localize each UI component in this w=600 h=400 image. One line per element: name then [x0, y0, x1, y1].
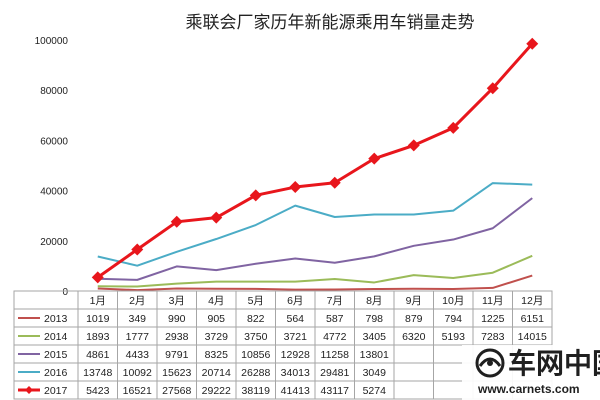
data-point-2017 — [210, 211, 223, 224]
table-cell: 43117 — [321, 385, 350, 397]
series-line-2014 — [97, 254, 533, 288]
data-point-2017 — [368, 152, 381, 165]
table-cell: 29481 — [320, 367, 349, 379]
x-tick-label: 10月 — [442, 295, 464, 307]
y-tick-label: 80000 — [40, 86, 68, 97]
y-tick-label: 20000 — [40, 237, 68, 248]
table-cell: 12928 — [281, 349, 310, 361]
legend-label-2017: 2017 — [44, 385, 68, 397]
data-point-2017 — [447, 121, 460, 134]
table-cell: 27568 — [162, 385, 191, 397]
table-cell: 6151 — [521, 313, 545, 325]
table-cell: 9791 — [165, 349, 189, 361]
table-cell: 3729 — [205, 331, 229, 343]
table-cell: 5423 — [86, 385, 110, 397]
legend-label-2016: 2016 — [44, 367, 68, 379]
table-cell: 990 — [168, 313, 186, 325]
table-cell: 1019 — [86, 313, 110, 325]
table-cell: 16521 — [123, 385, 152, 397]
table-cell: 13748 — [83, 367, 112, 379]
y-tick-label: 100000 — [35, 36, 69, 47]
x-tick-label: 7月 — [327, 295, 343, 307]
x-tick-label: 9月 — [406, 295, 422, 307]
watermark: 车网中国 www.carnets.com — [462, 345, 600, 400]
series-line-2016 — [97, 182, 533, 267]
x-tick-label: 1月 — [90, 295, 106, 307]
watermark-text: 车网中国 — [508, 347, 600, 380]
table-cell: 1893 — [86, 331, 110, 343]
table-cell: 5193 — [442, 331, 466, 343]
legend-label-2013: 2013 — [44, 313, 68, 325]
table-cell: 20714 — [202, 367, 231, 379]
table-cell: 1225 — [481, 313, 505, 325]
series-line-2017 — [96, 42, 534, 279]
series-line-2013 — [97, 274, 533, 292]
table-cell: 6320 — [402, 331, 426, 343]
x-tick-label: 12月 — [521, 295, 543, 307]
table-cell: 3405 — [363, 331, 387, 343]
table-cell: 822 — [247, 313, 265, 325]
table-cell: 41413 — [281, 385, 310, 397]
table-cell: 10092 — [123, 367, 152, 379]
table-cell: 879 — [405, 313, 423, 325]
watermark-url: www.carnets.com — [477, 382, 580, 396]
table-cell: 8325 — [205, 349, 229, 361]
legend-label-2014: 2014 — [44, 331, 68, 343]
x-tick-label: 3月 — [169, 295, 185, 307]
legend-marker-2017 — [25, 386, 33, 394]
table-cell: 10856 — [241, 349, 270, 361]
table-cell: 905 — [207, 313, 225, 325]
table-cell: 7283 — [481, 331, 505, 343]
table-cell: 38119 — [242, 385, 271, 397]
y-tick-label: 60000 — [40, 136, 68, 147]
table-cell: 34013 — [281, 367, 310, 379]
table-cell: 564 — [286, 313, 304, 325]
y-tick-label: 40000 — [40, 187, 68, 198]
chart-title: 乘联会厂家历年新能源乘用车销量走势 — [186, 13, 475, 33]
data-point-2017 — [249, 189, 262, 202]
table-cell: 349 — [128, 313, 146, 325]
data-point-2017 — [328, 176, 341, 189]
x-tick-label: 6月 — [287, 295, 303, 307]
legend-label-2015: 2015 — [44, 349, 68, 361]
series-line-2015 — [97, 197, 533, 281]
x-tick-label: 4月 — [208, 295, 224, 307]
plot-area — [78, 37, 552, 292]
table-cell: 4433 — [126, 349, 150, 361]
data-point-2017 — [486, 82, 499, 95]
table-cell: 11258 — [321, 349, 350, 361]
x-tick-label: 11月 — [482, 295, 503, 307]
table-cell: 794 — [444, 313, 462, 325]
table-cell: 3750 — [244, 331, 268, 343]
table-cell: 3721 — [284, 331, 308, 343]
table-cell: 4772 — [323, 331, 347, 343]
table-cell: 2938 — [165, 331, 189, 343]
table-cell: 587 — [326, 313, 344, 325]
table-cell: 15623 — [162, 367, 191, 379]
data-point-2017 — [170, 215, 183, 228]
x-tick-label: 8月 — [366, 295, 382, 307]
data-point-2017 — [289, 181, 302, 194]
x-tick-label: 2月 — [129, 295, 145, 307]
y-axis: 0 20000 40000 60000 80000 100000 — [35, 36, 69, 298]
table-cell: 5274 — [363, 385, 387, 397]
table-cell: 3049 — [363, 367, 387, 379]
table-cell: 1777 — [126, 331, 150, 343]
data-point-2017 — [131, 243, 144, 256]
table-cell: 14015 — [518, 331, 547, 343]
car-logo-icon — [475, 348, 505, 378]
data-point-2017 — [407, 139, 420, 152]
data-point-2017 — [91, 271, 104, 284]
table-cell: 29222 — [202, 385, 231, 397]
table-cell: 13801 — [360, 349, 389, 361]
y-tick-label: 0 — [62, 287, 68, 298]
table-cell: 26288 — [241, 367, 270, 379]
data-point-2017 — [526, 37, 539, 50]
x-tick-label: 5月 — [248, 295, 264, 307]
table-cell: 4861 — [86, 349, 110, 361]
table-cell: 798 — [365, 313, 383, 325]
